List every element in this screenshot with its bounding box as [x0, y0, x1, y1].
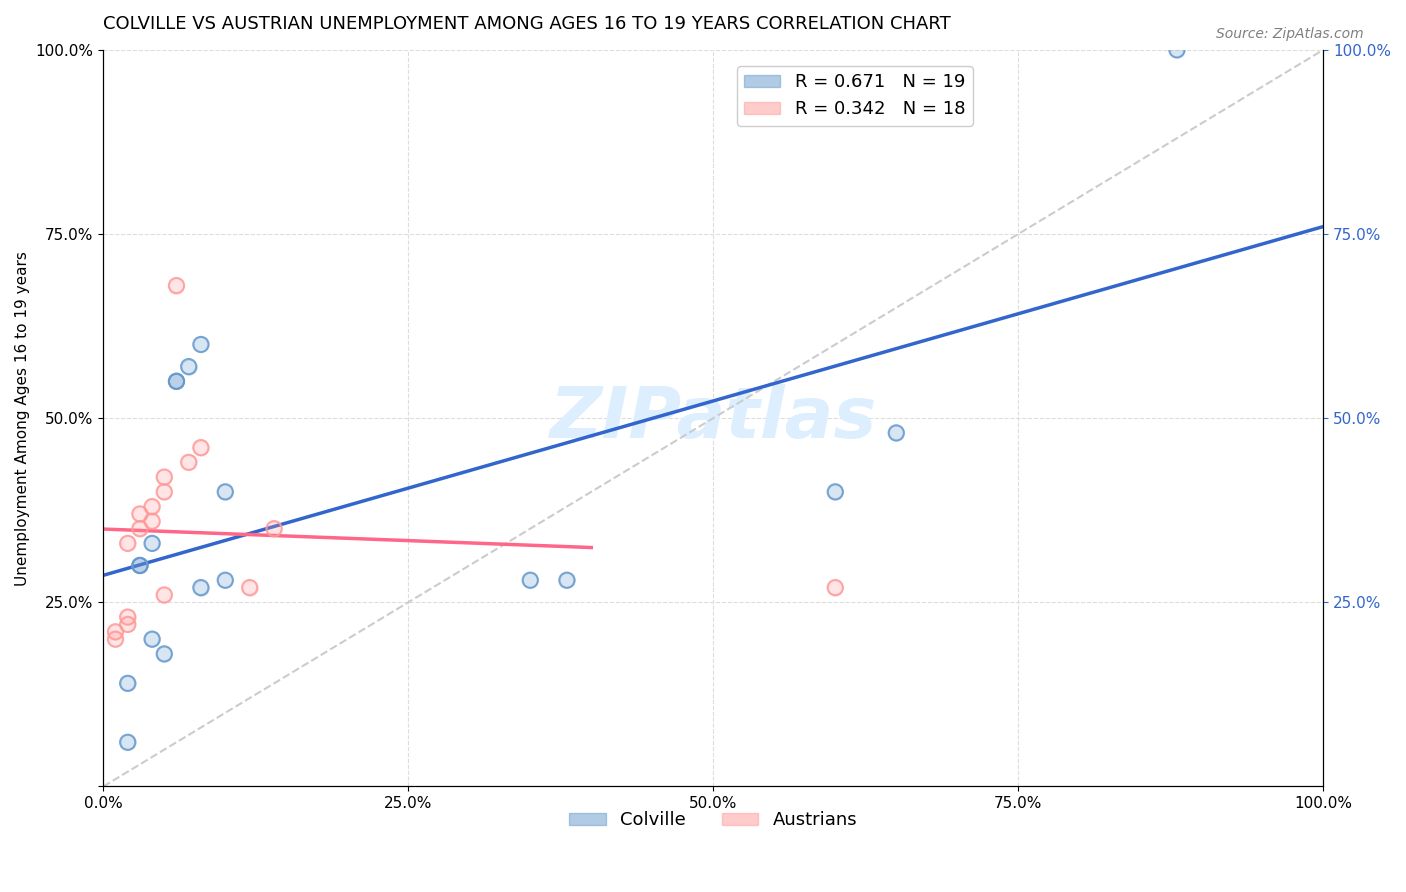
Point: [166, 374, 188, 388]
Point: [239, 581, 262, 595]
Legend: Colville, Austrians: Colville, Austrians: [562, 804, 865, 837]
Point: [177, 455, 200, 469]
Point: [190, 337, 212, 351]
Point: [166, 278, 188, 293]
Point: [214, 484, 236, 499]
Point: [1166, 43, 1188, 57]
Point: [128, 558, 150, 573]
Point: [824, 581, 846, 595]
Point: [1166, 43, 1188, 57]
Point: [190, 581, 212, 595]
Point: [104, 632, 127, 647]
Point: [128, 522, 150, 536]
Point: [141, 536, 163, 550]
Point: [153, 484, 176, 499]
Point: [263, 522, 285, 536]
Point: [128, 507, 150, 521]
Point: [555, 573, 578, 587]
Point: [519, 573, 541, 587]
Point: [141, 632, 163, 647]
Point: [177, 359, 200, 374]
Point: [128, 522, 150, 536]
Point: [239, 581, 262, 595]
Point: [214, 573, 236, 587]
Point: [214, 484, 236, 499]
Point: [141, 500, 163, 514]
Point: [117, 610, 139, 624]
Point: [104, 624, 127, 639]
Point: [884, 425, 907, 440]
Point: [153, 484, 176, 499]
Point: [141, 514, 163, 528]
Point: [824, 484, 846, 499]
Point: [153, 647, 176, 661]
Point: [128, 558, 150, 573]
Point: [117, 676, 139, 690]
Point: [128, 507, 150, 521]
Point: [153, 470, 176, 484]
Point: [117, 617, 139, 632]
Point: [263, 522, 285, 536]
Point: [117, 536, 139, 550]
Point: [141, 632, 163, 647]
Point: [190, 337, 212, 351]
Text: ZIPatlas: ZIPatlas: [550, 384, 877, 452]
Point: [177, 455, 200, 469]
Point: [190, 441, 212, 455]
Point: [519, 573, 541, 587]
Point: [117, 735, 139, 749]
Point: [153, 647, 176, 661]
Point: [166, 374, 188, 388]
Point: [190, 441, 212, 455]
Point: [117, 617, 139, 632]
Point: [117, 610, 139, 624]
Point: [104, 624, 127, 639]
Point: [824, 581, 846, 595]
Point: [128, 558, 150, 573]
Point: [141, 500, 163, 514]
Point: [190, 581, 212, 595]
Point: [141, 536, 163, 550]
Point: [884, 425, 907, 440]
Point: [104, 632, 127, 647]
Point: [166, 374, 188, 388]
Point: [153, 588, 176, 602]
Y-axis label: Unemployment Among Ages 16 to 19 years: Unemployment Among Ages 16 to 19 years: [15, 251, 30, 585]
Point: [141, 514, 163, 528]
Point: [166, 374, 188, 388]
Point: [214, 573, 236, 587]
Point: [128, 558, 150, 573]
Point: [153, 588, 176, 602]
Text: Source: ZipAtlas.com: Source: ZipAtlas.com: [1216, 27, 1364, 41]
Text: COLVILLE VS AUSTRIAN UNEMPLOYMENT AMONG AGES 16 TO 19 YEARS CORRELATION CHART: COLVILLE VS AUSTRIAN UNEMPLOYMENT AMONG …: [103, 15, 950, 33]
Point: [177, 359, 200, 374]
Point: [117, 676, 139, 690]
Point: [166, 278, 188, 293]
Point: [117, 536, 139, 550]
Point: [117, 735, 139, 749]
Point: [824, 484, 846, 499]
Point: [153, 470, 176, 484]
Point: [555, 573, 578, 587]
